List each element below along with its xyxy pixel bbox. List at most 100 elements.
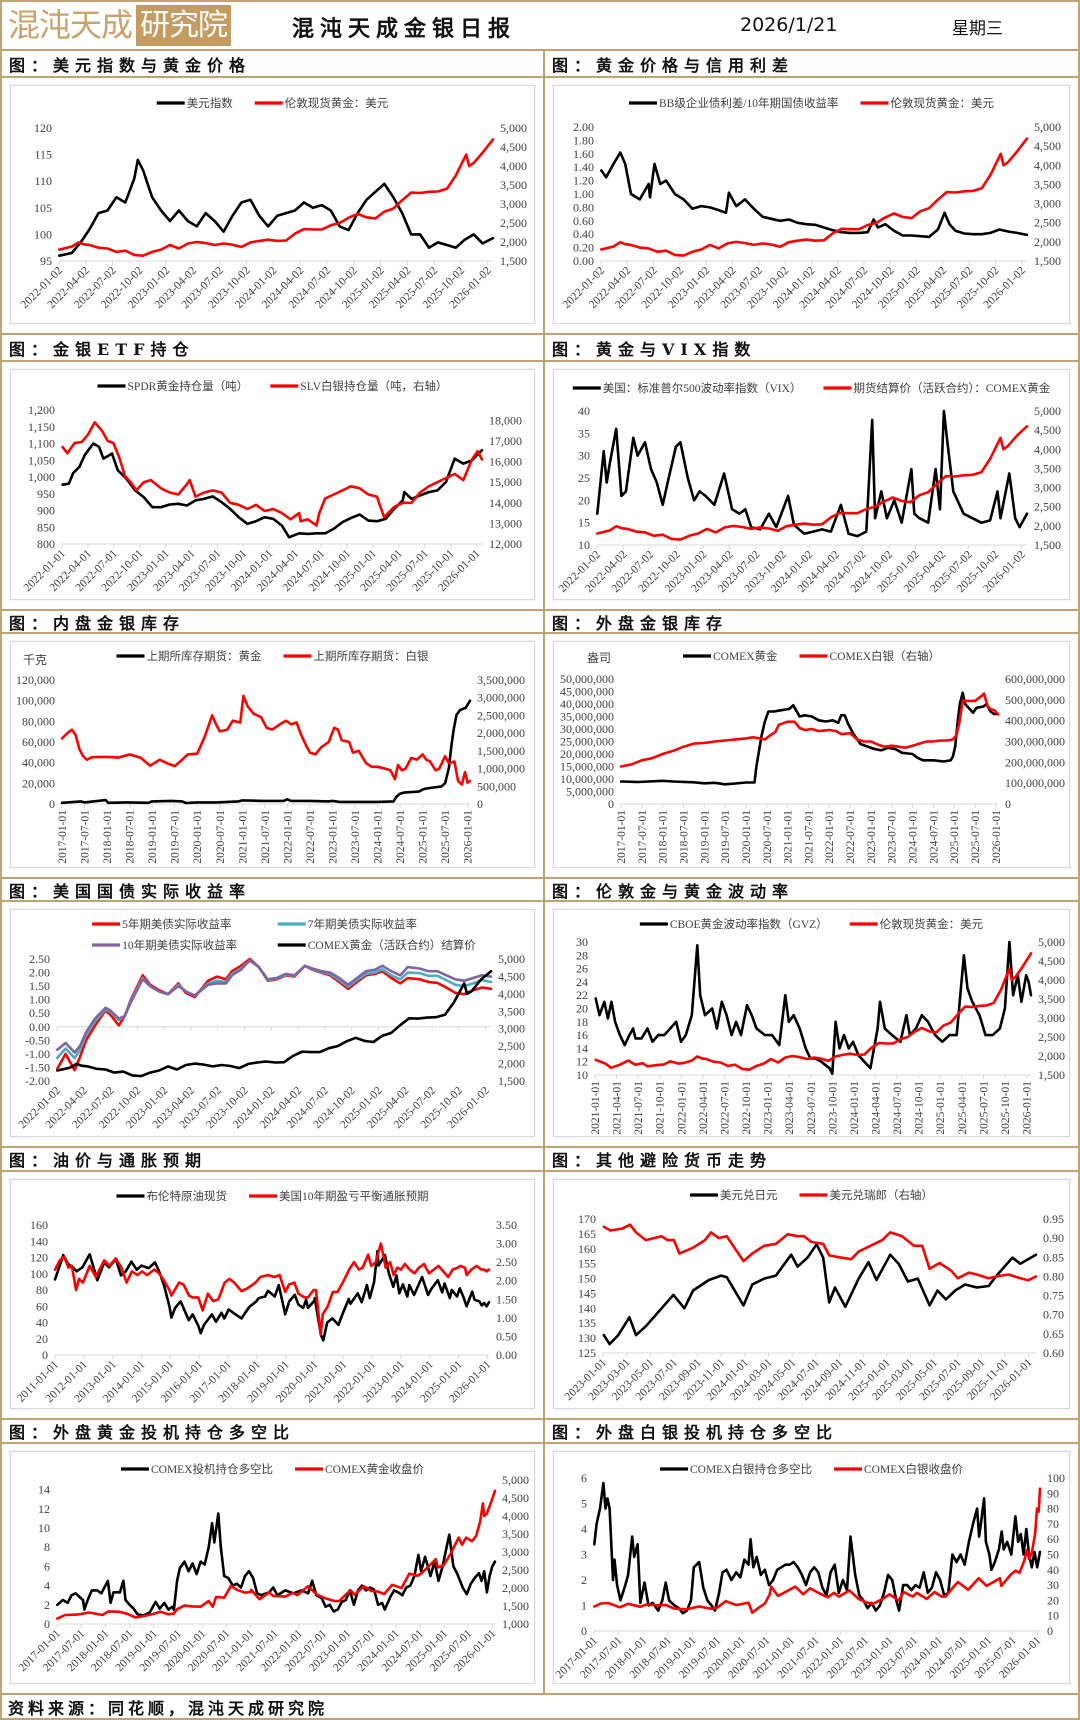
x-tick-label: 2018-01-01: [658, 810, 670, 864]
y-left-tick-label: 10: [38, 1521, 50, 1535]
y-left-tick-label: 1.00: [573, 187, 594, 201]
legend-item: 上期所库存期货：白银: [283, 649, 429, 663]
legend-label: 美元兑日元: [720, 1188, 778, 1202]
title-row: 图：外盘黄金投机持仓多空比 图：外盘白银投机持仓多空比: [2, 1418, 1078, 1444]
y-left-tick-label: 30,000,000: [560, 722, 614, 736]
y-left-tick-label: 60: [36, 1299, 48, 1313]
chart-silver-cot-ratio: 2017-01-01 2017-07-01 2018-01-01 2018-07-01…: [553, 1451, 1070, 1684]
chart-title: 图：金银ETF持仓: [9, 339, 195, 359]
y-left-tick-label: 2.00: [29, 966, 50, 980]
series-line-1: [55, 959, 493, 1060]
legend-item: 10年期美债实际收益率: [92, 938, 237, 952]
y-right-tick-label: 1,500: [500, 254, 527, 268]
y-right-tick-label: 2,000: [500, 235, 527, 249]
x-tick-label: 2025-01-01: [949, 810, 961, 864]
legend-label: COMEX白银持仓多空比: [690, 1462, 812, 1476]
report-date: 2026/1/21: [740, 14, 838, 36]
y-right-tick-label: 12,000: [489, 537, 522, 551]
y-left-tick-label: 0: [49, 797, 55, 811]
y-right-tick-label: 3.00: [496, 1237, 517, 1251]
y-left-tick-label: 1,150: [28, 420, 55, 434]
y-left-tick-label: 2.50: [29, 952, 50, 966]
y-left-tick-label: 160: [578, 1242, 596, 1256]
legend-item: COMEX白银（右轴）: [799, 649, 940, 663]
x-tick-label: 2021-10-01: [655, 1081, 667, 1135]
legend-item: 7年期美债实际收益率: [277, 917, 417, 931]
y-right-tick-label: 0.85: [1043, 1250, 1064, 1264]
legend-item: 伦敦现货黄金：美元: [849, 917, 984, 931]
y-left-tick-label: 24: [576, 975, 588, 989]
y-left-tick-label: -1.50: [25, 1060, 50, 1074]
x-tick-label: 2019-07-01: [170, 810, 182, 864]
y-left-tick-label: 30: [578, 449, 590, 463]
chart-svg: 2017-01-01 2017-07-01 2018-01-01 2018-07-01…: [560, 649, 1065, 864]
y-left-tick-label: 850: [37, 520, 55, 534]
title-row: 图：金银ETF持仓 图：黄金与VIX指数: [2, 333, 1078, 362]
y-left-tick-label: -2.00: [25, 1074, 50, 1088]
legend-item: SPDR黄金持仓量（吨）: [97, 379, 248, 393]
y-right-tick-label: 1,500,000: [477, 744, 525, 758]
chart-title: 图：其他避险货币走势: [552, 1151, 773, 1170]
chart-title: 图：内盘金银库存: [9, 613, 186, 633]
chart-svg: 2021-01-01 2021-04-01 2021-07-01 2021-10-01…: [576, 917, 1065, 1135]
legend-label: 布伦特原油现货: [147, 1189, 228, 1203]
legend-item: 上期所库存期货：黄金: [116, 649, 262, 663]
y-right-tick-label: 4,500: [1034, 423, 1061, 437]
y-left-tick-label: 160: [30, 1218, 48, 1232]
y-right-tick-label: 400,000,000: [1005, 714, 1065, 728]
y-left-tick-label: 120: [34, 121, 52, 135]
y-right-tick-label: 0.90: [1043, 1231, 1064, 1245]
y-right-tick-label: 0: [1005, 797, 1011, 811]
y-left-tick-label: 22: [576, 988, 588, 1002]
y-left-tick-label: 35: [578, 426, 590, 440]
y-right-tick-label: 80: [1047, 1502, 1059, 1516]
series-line-0: [599, 151, 1029, 239]
y-right-tick-label: 3,000: [502, 1545, 529, 1559]
legend-label: 伦敦现货黄金：美元: [891, 96, 995, 110]
y-left-tick-label: 2: [581, 1573, 587, 1587]
y-right-tick-label: 5,000: [1038, 935, 1065, 949]
series-line-2: [55, 959, 493, 1054]
chart-svg: 2011-01-012012-01-012013-01-012014-01-01…: [15, 1189, 517, 1405]
y-left-tick-label: 1.40: [573, 160, 594, 174]
y-left-tick-label: 140: [578, 1301, 596, 1315]
x-tick-label: 2023-01-01: [866, 810, 878, 864]
y-left-tick-label: 1.20: [573, 174, 594, 188]
y-right-tick-label: 2,500: [1038, 1030, 1065, 1044]
y-left-tick-label: 1: [581, 1599, 587, 1613]
series-line-1: [55, 1489, 497, 1620]
chart-svg: 2022-01-022022-04-022022-07-022022-10-02…: [19, 96, 527, 311]
x-tick-label: 2021-07-01: [633, 1081, 645, 1135]
y-left-tick-label: 100,000: [16, 694, 55, 708]
x-tick-label: 2017-07-01: [80, 810, 92, 864]
y-left-tick-label: 20: [578, 493, 590, 507]
y-right-tick-label: 4,500: [498, 969, 525, 983]
y-left-tick-label: 4: [44, 1579, 50, 1593]
x-tick-label: 2018-07-01: [678, 810, 690, 864]
y-left-tick-label: -0.50: [25, 1033, 50, 1047]
x-tick-label: 2023-07-01: [887, 810, 899, 864]
y-right-tick-label: 0.65: [1043, 1327, 1064, 1341]
chart-svg: 2017-01-01 2017-07-01 2018-01-01 2018-07-01…: [16, 649, 525, 864]
x-tick-label: 2025-07-01: [970, 810, 982, 864]
y-left-tick-label: 14: [38, 1483, 50, 1497]
y-left-tick-label: 1.00: [29, 993, 50, 1007]
x-tick-label: 2018-01-01: [102, 810, 114, 864]
legend-item: 5年期美债实际收益率: [92, 917, 231, 931]
y-right-tick-label: 1.00: [496, 1311, 517, 1325]
y-left-tick-label: -1.00: [25, 1047, 50, 1061]
series-line-1: [619, 692, 1000, 768]
y-right-tick-label: 2,000: [1038, 1049, 1065, 1063]
y-right-tick-label: 3,500,000: [477, 673, 525, 687]
x-tick-label: 2018-07-01: [125, 810, 137, 864]
chart-row: 2017-01-01 2017-07-01 2018-01-01 2018-07-01…: [2, 1444, 1078, 1693]
y-right-tick-label: 2,500: [500, 216, 527, 230]
legend-label: BB级企业债利差/10年期国债收益率: [659, 96, 839, 110]
y-left-tick-label: 135: [578, 1316, 596, 1330]
y-left-tick-label: 1.60: [573, 147, 594, 161]
chart-row: 2017-01-01 2017-07-01 2018-01-01 2018-07-01…: [2, 634, 1078, 877]
chart-row: 2022-01-02 2022-04-02 2022-07-02 2022-10-02…: [2, 902, 1078, 1146]
y-right-tick-label: 2.50: [496, 1255, 517, 1269]
x-tick-label: 2024-10-01: [914, 1081, 926, 1135]
